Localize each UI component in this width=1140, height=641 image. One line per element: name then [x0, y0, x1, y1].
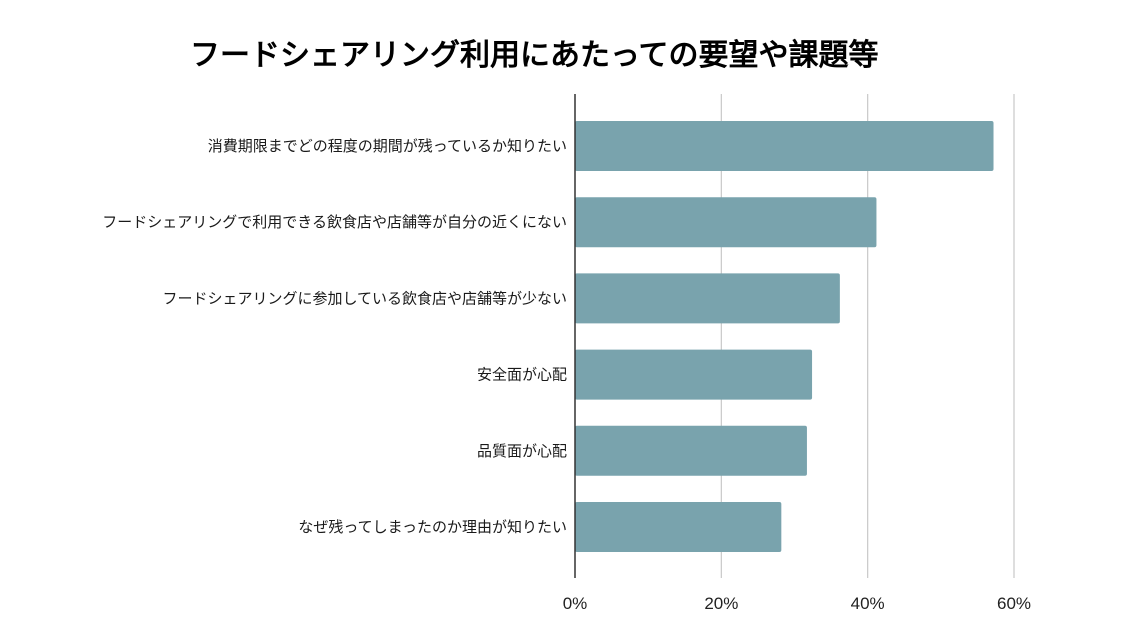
category-labels: 消費期限までどの程度の期間が残っているか知りたいフードシェアリングで利用できる飲… [102, 137, 567, 536]
x-tick-label-0: 0% [563, 594, 588, 613]
category-label-3: 安全面が心配 [477, 366, 567, 384]
grid-lines [720, 94, 1015, 578]
bar-2 [575, 273, 840, 324]
x-tick-label-3: 60% [997, 594, 1031, 613]
x-tick-label-2: 40% [851, 594, 885, 613]
category-label-4: 品質面が心配 [477, 442, 567, 460]
x-tick-labels: 0% 20% 40% 60% [563, 594, 1031, 613]
bars [575, 121, 994, 552]
x-tick-label-1: 20% [704, 594, 738, 613]
category-label-1: フードシェアリングで利用できる飲食店や店舗等が自分の近くにない [102, 213, 567, 231]
category-label-5: なぜ残ってしまったのか理由が知りたい [298, 518, 567, 536]
bar-4 [575, 425, 807, 476]
bar-3 [575, 349, 813, 400]
chart-title: フードシェアリング利用にあたっての要望や課題等 [190, 38, 879, 73]
category-label-0: 消費期限までどの程度の期間が残っているか知りたい [208, 137, 567, 155]
category-label-2: フードシェアリングに参加している飲食店や店舗等が少ない [162, 289, 567, 307]
bar-1 [575, 197, 877, 248]
bar-5 [575, 502, 782, 552]
bar-0 [575, 121, 994, 171]
